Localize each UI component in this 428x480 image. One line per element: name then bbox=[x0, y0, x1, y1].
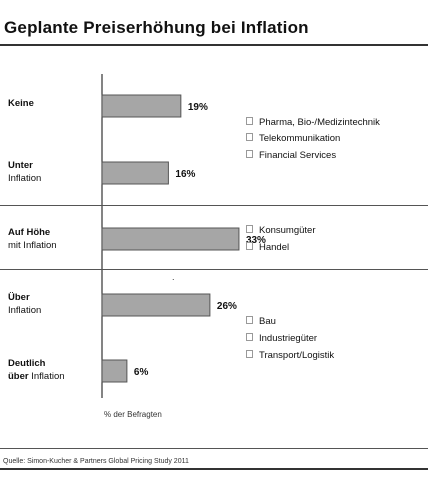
checkbox-icon bbox=[246, 225, 253, 233]
bar-2 bbox=[101, 161, 169, 185]
checkbox-icon bbox=[246, 242, 253, 250]
group-divider-2 bbox=[0, 269, 428, 270]
category-label-ueber-inflation: Über Inflation bbox=[8, 292, 42, 316]
checkbox-icon bbox=[246, 150, 253, 158]
bar-4 bbox=[101, 293, 211, 317]
bar-5 bbox=[101, 359, 128, 383]
title-rule bbox=[0, 44, 428, 46]
category-label-auf-hoehe: Auf Höhe mit Inflation bbox=[8, 227, 57, 251]
chart-title: Geplante Preiserhöhung bei Inflation bbox=[4, 18, 309, 37]
category-label-keine: Keine bbox=[8, 98, 34, 109]
industry-item: Transport/Logistik bbox=[246, 350, 334, 362]
industry-item: Bau bbox=[246, 316, 276, 328]
source-note: Quelle: Simon-Kucher & Partners Global P… bbox=[3, 458, 189, 465]
checkbox-icon bbox=[246, 133, 253, 141]
industry-item: Pharma, Bio-/Medizintechnik bbox=[246, 117, 380, 129]
checkbox-icon bbox=[246, 316, 253, 324]
x-axis-label: % der Befragten bbox=[104, 410, 162, 419]
industry-item: Handel bbox=[246, 242, 289, 254]
bar-value-label: 6% bbox=[134, 367, 149, 378]
stray-dot: . bbox=[172, 272, 175, 282]
category-label-unter-inflation: Unter Inflation bbox=[8, 160, 42, 184]
checkbox-icon bbox=[246, 117, 253, 125]
industry-item: Konsumgüter bbox=[246, 225, 316, 237]
industry-item: Industriegüter bbox=[246, 333, 317, 345]
bar-3 bbox=[101, 227, 240, 251]
industry-item: Financial Services bbox=[246, 150, 336, 162]
category-label-deutlich-ueber: Deutlich über Inflation bbox=[8, 358, 65, 382]
bar-value-label: 16% bbox=[175, 169, 195, 180]
bottom-rule bbox=[0, 468, 428, 470]
group-divider-1 bbox=[0, 205, 428, 206]
source-rule bbox=[0, 448, 428, 449]
checkbox-icon bbox=[246, 350, 253, 358]
industry-item: Telekommunikation bbox=[246, 133, 340, 145]
checkbox-icon bbox=[246, 333, 253, 341]
bar-value-label: 33% bbox=[246, 235, 266, 246]
bar-value-label: 26% bbox=[217, 301, 237, 312]
bar-value-label: 19% bbox=[188, 102, 208, 113]
bar-1 bbox=[101, 94, 182, 118]
